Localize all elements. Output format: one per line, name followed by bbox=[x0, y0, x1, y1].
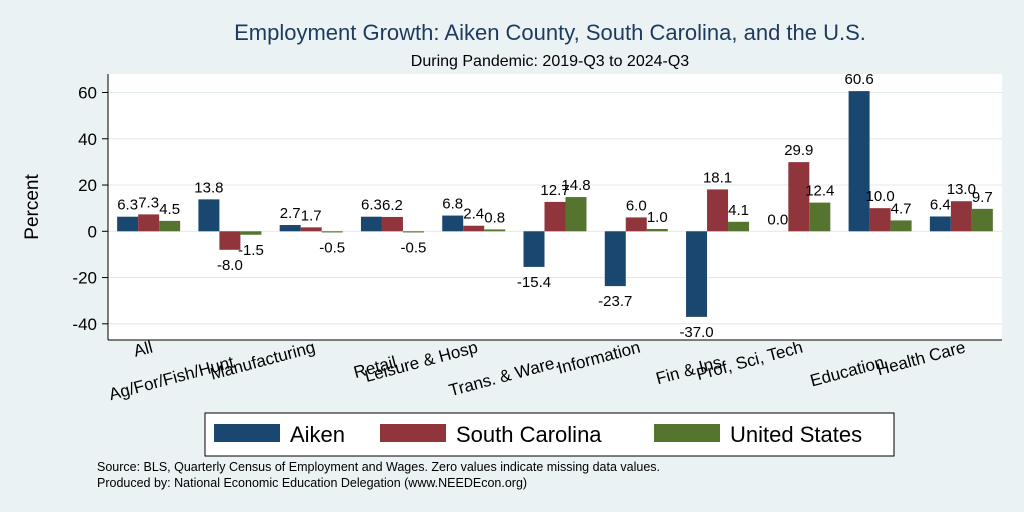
source-note: Source: BLS, Quarterly Census of Employm… bbox=[97, 460, 660, 474]
x-tick-label-health-care: Health Care bbox=[875, 338, 968, 380]
data-label-aiken-prof-sci-tech: 0.0 bbox=[767, 211, 788, 228]
bar-united-states-fin-ins bbox=[728, 221, 750, 232]
data-label-south-carolina-prof-sci-tech: 29.9 bbox=[784, 142, 813, 159]
bar-aiken-retail bbox=[360, 216, 382, 232]
data-label-united-states-ag-for-fish-hunt: -1.5 bbox=[238, 242, 264, 259]
x-tick-label-manufacturing: Manufacturing bbox=[208, 338, 317, 384]
bar-south-carolina-prof-sci-tech bbox=[788, 162, 810, 232]
y-ticks: 60 40 20 0 -20 -40 bbox=[72, 84, 108, 334]
bar-aiken-fin-ins bbox=[686, 231, 708, 317]
bars bbox=[117, 91, 993, 317]
data-label-south-carolina-retail: 6.2 bbox=[382, 197, 403, 214]
chart-subtitle: During Pandemic: 2019-Q3 to 2024-Q3 bbox=[411, 53, 689, 70]
bar-aiken-education bbox=[848, 91, 870, 232]
x-tick-label-education: Education bbox=[808, 353, 886, 391]
legend-items: Aiken South Carolina United States bbox=[214, 422, 862, 447]
bar-south-carolina-leisure-hosp bbox=[463, 225, 485, 232]
data-label-united-states-all: 4.5 bbox=[159, 201, 180, 218]
legend-label-united-states: United States bbox=[730, 422, 862, 447]
bar-united-states-health-care bbox=[971, 208, 993, 232]
data-label-south-carolina-trans-ware: 12.7 bbox=[540, 182, 569, 199]
data-label-south-carolina-manufacturing: 1.7 bbox=[301, 207, 322, 224]
chart-title: Employment Growth: Aiken County, South C… bbox=[234, 20, 866, 45]
legend-label-south-carolina: South Carolina bbox=[456, 422, 602, 447]
bar-united-states-prof-sci-tech bbox=[809, 202, 831, 232]
x-tick-label-information: Information bbox=[555, 338, 642, 378]
bar-aiken-information bbox=[604, 231, 626, 287]
y-tick-label: 0 bbox=[88, 222, 97, 241]
bar-united-states-retail bbox=[402, 231, 424, 233]
data-label-south-carolina-leisure-hosp: 2.4 bbox=[463, 206, 484, 223]
data-label-united-states-education: 4.7 bbox=[891, 200, 912, 217]
data-label-united-states-prof-sci-tech: 12.4 bbox=[805, 183, 834, 200]
data-label-united-states-retail: -0.5 bbox=[401, 239, 427, 256]
produced-note: Produced by: National Economic Education… bbox=[97, 476, 527, 490]
y-tick-label: -40 bbox=[72, 315, 97, 334]
legend-box bbox=[204, 412, 895, 457]
data-label-united-states-health-care: 9.7 bbox=[972, 189, 993, 206]
data-label-south-carolina-ag-for-fish-hunt: -8.0 bbox=[217, 257, 243, 274]
bar-united-states-ag-for-fish-hunt bbox=[240, 231, 262, 235]
bar-aiken-manufacturing bbox=[279, 225, 301, 232]
bar-united-states-information bbox=[646, 228, 668, 232]
y-axis-label: Percent bbox=[22, 174, 43, 240]
bar-united-states-manufacturing bbox=[321, 231, 343, 233]
bar-aiken-ag-for-fish-hunt bbox=[198, 199, 220, 232]
bar-aiken-leisure-hosp bbox=[442, 215, 464, 232]
x-tick-label-all: All bbox=[131, 338, 154, 361]
bar-south-carolina-manufacturing bbox=[300, 227, 322, 232]
legend-swatch-south-carolina bbox=[380, 424, 446, 442]
bar-south-carolina-fin-ins bbox=[707, 189, 729, 232]
data-label-south-carolina-health-care: 13.0 bbox=[947, 181, 976, 198]
bar-united-states-education bbox=[890, 220, 912, 232]
data-label-aiken-education: 60.6 bbox=[844, 71, 873, 88]
data-label-aiken-all: 6.3 bbox=[117, 197, 138, 214]
data-label-south-carolina-fin-ins: 18.1 bbox=[703, 169, 732, 186]
bar-united-states-trans-ware bbox=[565, 197, 587, 232]
bar-aiken-health-care bbox=[929, 216, 951, 232]
data-label-aiken-trans-ware: -15.4 bbox=[517, 274, 551, 291]
bar-south-carolina-information bbox=[625, 217, 647, 232]
legend-swatch-aiken bbox=[214, 424, 280, 442]
data-label-aiken-health-care: 6.4 bbox=[930, 196, 951, 213]
data-label-aiken-retail: 6.3 bbox=[361, 197, 382, 214]
bar-aiken-trans-ware bbox=[523, 231, 545, 267]
data-label-united-states-trans-ware: 14.8 bbox=[561, 177, 590, 194]
legend: Aiken South Carolina United States bbox=[204, 412, 895, 457]
data-label-united-states-manufacturing: -0.5 bbox=[319, 239, 345, 256]
bar-united-states-all bbox=[159, 220, 181, 232]
legend-swatch-united-states bbox=[654, 424, 720, 442]
bar-south-carolina-all bbox=[138, 214, 160, 232]
bar-south-carolina-trans-ware bbox=[544, 201, 566, 232]
x-tick-label-prof-sci-tech: Prof, Sci, Tech bbox=[694, 338, 804, 385]
data-label-united-states-information: 1.0 bbox=[647, 209, 668, 226]
bar-south-carolina-ag-for-fish-hunt bbox=[219, 231, 241, 250]
data-label-aiken-leisure-hosp: 6.8 bbox=[442, 196, 463, 213]
bar-south-carolina-education bbox=[869, 208, 891, 232]
data-labels: 6.3 7.3 4.513.8-8.0-1.52.7 1.7-0.56.3 6.2-0.… bbox=[117, 71, 993, 341]
data-label-united-states-fin-ins: 4.1 bbox=[728, 202, 749, 219]
data-label-aiken-fin-ins: -37.0 bbox=[679, 324, 713, 341]
data-label-south-carolina-all: 7.3 bbox=[138, 194, 159, 211]
bar-south-carolina-health-care bbox=[950, 201, 972, 232]
data-label-south-carolina-education: 10.0 bbox=[865, 188, 894, 205]
data-label-south-carolina-information: 6.0 bbox=[626, 197, 647, 214]
data-label-aiken-ag-for-fish-hunt: 13.8 bbox=[194, 179, 223, 196]
y-tick-label: 20 bbox=[78, 176, 97, 195]
y-tick-label: -20 bbox=[72, 269, 97, 288]
bar-aiken-all bbox=[117, 216, 139, 232]
y-tick-label: 60 bbox=[78, 84, 97, 103]
bar-south-carolina-retail bbox=[381, 216, 403, 232]
data-label-aiken-information: -23.7 bbox=[598, 293, 632, 310]
data-label-united-states-leisure-hosp: 0.8 bbox=[484, 209, 505, 226]
bar-united-states-leisure-hosp bbox=[484, 229, 506, 232]
y-tick-label: 40 bbox=[78, 130, 97, 149]
legend-label-aiken: Aiken bbox=[290, 422, 345, 447]
data-label-aiken-manufacturing: 2.7 bbox=[280, 205, 301, 222]
